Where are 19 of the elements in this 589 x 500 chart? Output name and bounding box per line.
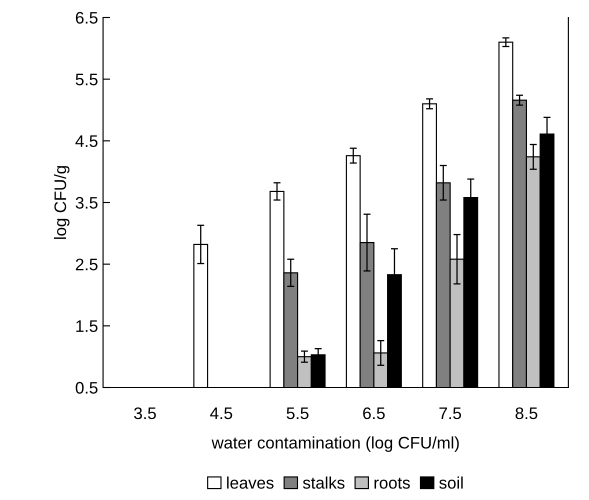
y-tick-label: 0.5 <box>76 382 98 394</box>
x-tick-label: 7.5 <box>439 408 462 420</box>
y-tick-label: 3.5 <box>76 196 98 209</box>
x-tick-label: 4.5 <box>210 408 232 420</box>
legend-label: roots <box>374 478 410 489</box>
y-tick-label: 5.5 <box>76 74 98 86</box>
x-tick-label: 6.5 <box>363 407 385 420</box>
x-tick-label: 5.5 <box>286 408 308 420</box>
legend-label: leaves <box>227 476 274 489</box>
y-tick-label: 2.5 <box>76 258 98 270</box>
y-tick-label: 1.5 <box>76 320 98 332</box>
y-tick-label: 4.5 <box>75 135 98 148</box>
legend-label: stalks <box>302 476 344 489</box>
x-tick-label: 3.5 <box>134 407 156 420</box>
y-tick-label: 6.5 <box>76 12 98 24</box>
y-axis-title: log CFU/g <box>54 166 70 239</box>
x-tick-label: 8.5 <box>516 407 538 420</box>
legend-label: soil <box>439 476 463 489</box>
x-axis-title: water contamination (log CFU/ml) <box>212 436 459 452</box>
